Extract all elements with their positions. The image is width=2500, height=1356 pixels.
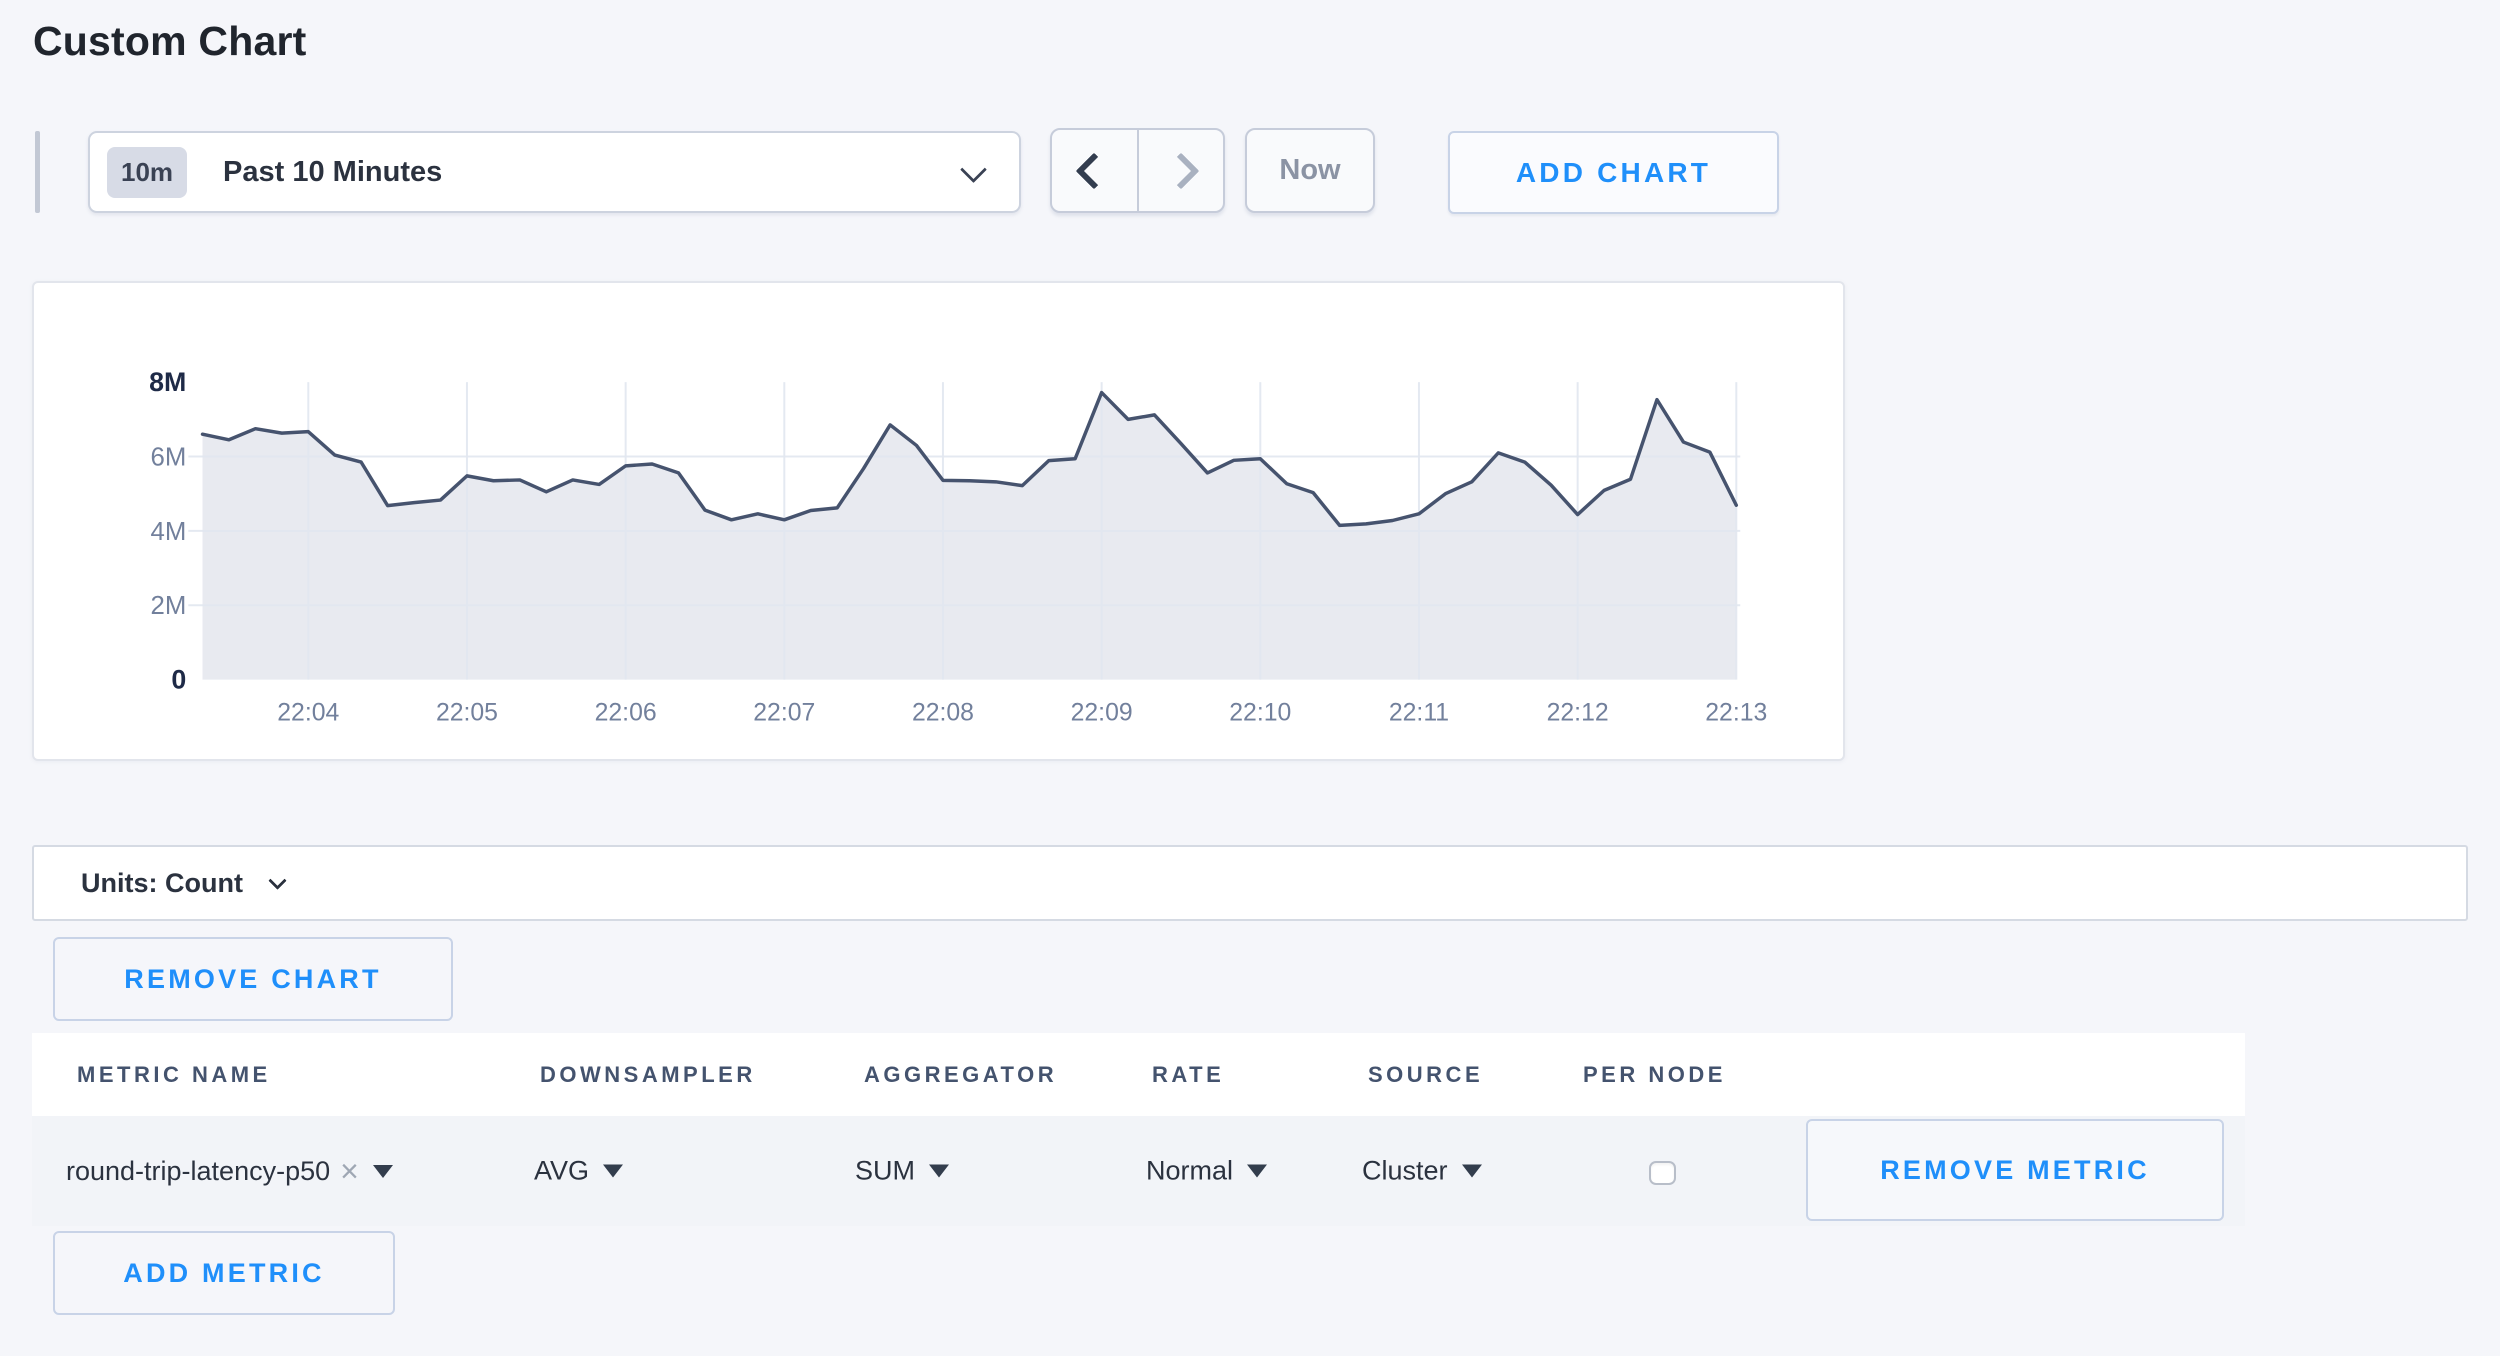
time-range-label: Past 10 Minutes bbox=[223, 155, 443, 188]
time-row-accent-bar bbox=[35, 131, 40, 213]
metric-name-value: round-trip-latency-p50 bbox=[66, 1155, 331, 1186]
svg-text:22:13: 22:13 bbox=[1705, 699, 1767, 726]
svg-text:6M: 6M bbox=[151, 443, 187, 471]
chevron-right-icon bbox=[1162, 152, 1200, 189]
col-header-aggregator: AGGREGATOR bbox=[864, 1061, 1058, 1087]
now-button[interactable]: Now bbox=[1245, 128, 1375, 213]
svg-text:22:09: 22:09 bbox=[1071, 699, 1133, 726]
source-dropdown[interactable]: Cluster bbox=[1362, 1156, 1482, 1187]
caret-down-icon bbox=[1461, 1164, 1482, 1178]
downsampler-value: AVG bbox=[534, 1155, 590, 1186]
aggregator-dropdown[interactable]: SUM bbox=[855, 1156, 949, 1187]
downsampler-dropdown[interactable]: AVG bbox=[534, 1155, 624, 1187]
caret-down-icon bbox=[603, 1164, 624, 1178]
rate-dropdown[interactable]: Normal bbox=[1146, 1155, 1268, 1187]
time-back-button[interactable] bbox=[1052, 130, 1139, 211]
metric-table-row: round-trip-latency-p50 × AVG SUM Normal … bbox=[32, 1116, 2245, 1226]
remove-metric-button[interactable]: REMOVE METRIC bbox=[1806, 1119, 2224, 1221]
rate-value: Normal bbox=[1146, 1155, 1234, 1186]
svg-text:8M: 8M bbox=[149, 367, 186, 397]
caret-down-icon bbox=[1247, 1164, 1268, 1178]
col-header-source: SOURCE bbox=[1368, 1061, 1484, 1087]
caret-down-icon bbox=[372, 1164, 393, 1178]
svg-text:22:04: 22:04 bbox=[277, 699, 339, 726]
time-range-dropdown[interactable]: 10m Past 10 Minutes bbox=[88, 131, 1021, 213]
remove-tag-icon[interactable]: × bbox=[340, 1153, 359, 1189]
remove-chart-button[interactable]: REMOVE CHART bbox=[53, 937, 453, 1021]
page-title: Custom Chart bbox=[33, 18, 307, 64]
svg-text:2M: 2M bbox=[151, 592, 187, 620]
svg-text:22:12: 22:12 bbox=[1547, 699, 1609, 726]
col-header-rate: RATE bbox=[1152, 1061, 1225, 1087]
chevron-down-icon bbox=[960, 155, 987, 183]
metrics-table-header: METRIC NAME DOWNSAMPLER AGGREGATOR RATE … bbox=[32, 1033, 2245, 1116]
aggregator-value: SUM bbox=[855, 1155, 915, 1186]
chevron-down-icon bbox=[268, 870, 287, 890]
per-node-checkbox[interactable] bbox=[1649, 1161, 1676, 1185]
col-header-downsampler: DOWNSAMPLER bbox=[540, 1061, 756, 1087]
svg-text:22:07: 22:07 bbox=[753, 699, 815, 726]
add-chart-button[interactable]: ADD CHART bbox=[1448, 131, 1779, 214]
latency-area-chart: 22:04 22:05 22:06 22:07 22:08 22:09 22:10 22:11… bbox=[149, 367, 1767, 726]
col-header-metric-name: METRIC NAME bbox=[77, 1061, 271, 1087]
svg-text:22:05: 22:05 bbox=[436, 699, 498, 726]
chevron-left-icon bbox=[1075, 152, 1113, 189]
svg-text:22:06: 22:06 bbox=[595, 699, 657, 726]
caret-down-icon bbox=[929, 1164, 949, 1178]
svg-text:22:08: 22:08 bbox=[912, 699, 974, 726]
units-label: Units: Count bbox=[81, 867, 243, 898]
source-value: Cluster bbox=[1362, 1155, 1448, 1186]
svg-text:0: 0 bbox=[171, 665, 186, 695]
add-metric-button[interactable]: ADD METRIC bbox=[53, 1231, 395, 1315]
svg-text:4M: 4M bbox=[151, 518, 187, 546]
units-dropdown[interactable]: Units: Count bbox=[32, 845, 2468, 921]
chart-card: 22:04 22:05 22:06 22:07 22:08 22:09 22:10 22:11… bbox=[32, 281, 1845, 761]
svg-text:22:10: 22:10 bbox=[1229, 699, 1291, 726]
col-header-per-node: PER NODE bbox=[1583, 1061, 1726, 1087]
time-forward-button[interactable] bbox=[1139, 130, 1224, 211]
svg-text:22:11: 22:11 bbox=[1389, 699, 1449, 726]
metric-name-dropdown[interactable]: round-trip-latency-p50 × bbox=[66, 1155, 393, 1187]
time-nav-group bbox=[1050, 128, 1225, 213]
time-range-badge: 10m bbox=[107, 146, 188, 198]
